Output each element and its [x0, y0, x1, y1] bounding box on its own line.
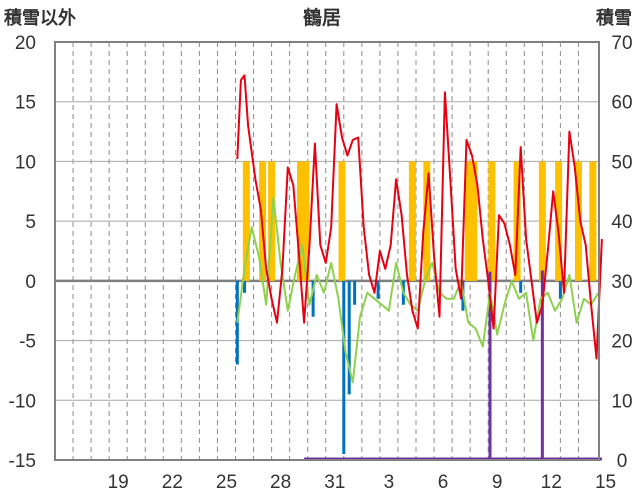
- sunshine-bar: [538, 161, 546, 281]
- line-series: [236, 74, 603, 384]
- snow-depth-mark: [488, 271, 492, 460]
- right-tick-label: 50: [611, 152, 632, 173]
- left-tick-label: 5: [25, 212, 36, 233]
- sunshine-bar: [242, 161, 250, 281]
- right-tick-label: 10: [611, 391, 632, 412]
- right-axis-label: 積雪: [595, 7, 632, 29]
- green-line-series: [236, 196, 600, 384]
- x-tick-label: 6: [438, 472, 449, 493]
- left-tick-label: 10: [15, 152, 36, 173]
- x-tick-label: 28: [270, 472, 291, 493]
- right-tick-label: 60: [611, 93, 632, 114]
- sunshine-bar: [574, 161, 582, 281]
- sunshine-bar: [338, 161, 346, 281]
- sunshine-bar: [555, 161, 563, 281]
- x-tick-label: 9: [492, 472, 503, 493]
- sunshine-bar: [464, 161, 472, 281]
- sunshine-bar: [470, 161, 478, 281]
- precipitation-bar: [243, 280, 247, 293]
- sunshine-bar: [589, 161, 597, 281]
- x-tick-label: 15: [595, 472, 616, 493]
- x-tick-label: 31: [324, 472, 345, 493]
- sunshine-bar: [423, 161, 431, 281]
- left-tick-label: -15: [9, 451, 36, 472]
- precipitation-bar: [342, 280, 346, 455]
- precipitation-bar: [376, 280, 380, 299]
- right-tick-label: 20: [611, 332, 632, 353]
- precipitation-bar: [347, 280, 351, 395]
- right-tick-label: 70: [611, 33, 632, 54]
- precipitation-bar: [519, 280, 523, 293]
- x-tick-label: 19: [108, 472, 129, 493]
- right-tick-label: 30: [611, 272, 632, 293]
- sunshine-bar: [296, 161, 304, 281]
- sunshine-bar: [302, 161, 310, 281]
- chart-title: 鶴居: [303, 6, 341, 29]
- precipitation-bar: [353, 280, 357, 305]
- sunshine-bar: [488, 161, 496, 281]
- sunshine-bar: [408, 161, 416, 281]
- precipitation-bar: [311, 280, 315, 317]
- right-tick-label: 0: [617, 451, 628, 472]
- left-tick-label: 20: [15, 33, 36, 54]
- left-tick-label: 0: [25, 272, 36, 293]
- x-tick-label: 25: [216, 472, 237, 493]
- x-tick-label: 12: [541, 472, 562, 493]
- red-line-series: [236, 74, 603, 360]
- left-axis-label: 積雪以外: [3, 7, 76, 29]
- left-tick-label: 15: [15, 93, 36, 114]
- plot-frame: [54, 41, 600, 461]
- right-tick-label: 40: [611, 212, 632, 233]
- precipitation-bar: [558, 280, 562, 299]
- left-tick-label: -10: [9, 391, 36, 412]
- x-tick-label: 3: [384, 472, 395, 493]
- snow-depth-mark: [540, 270, 544, 460]
- left-tick-label: -5: [19, 332, 36, 353]
- x-tick-label: 22: [162, 472, 183, 493]
